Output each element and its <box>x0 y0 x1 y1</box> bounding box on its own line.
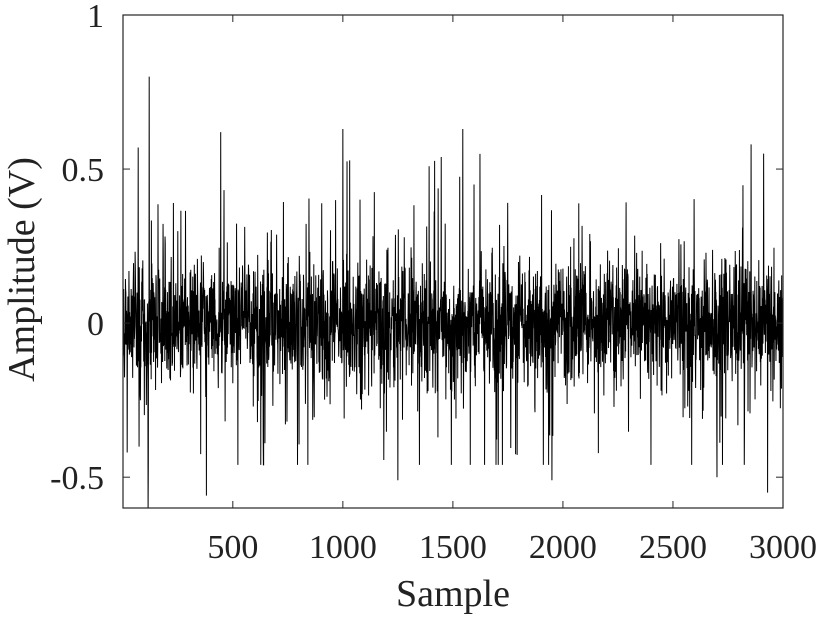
y-axis-label: Amplitude (V) <box>1 157 43 382</box>
x-tick-label: 1500 <box>419 529 487 566</box>
x-tick-label: 2500 <box>639 529 707 566</box>
y-tick-label: 0 <box>87 306 104 343</box>
x-axis-label: Sample <box>396 573 510 615</box>
x-tick-label: 3000 <box>749 529 817 566</box>
x-tick-label: 1000 <box>309 529 377 566</box>
y-tick-label: -0.5 <box>50 460 104 497</box>
x-tick-label: 2000 <box>529 529 597 566</box>
signal-series-line <box>123 76 783 508</box>
y-tick-label: 0.5 <box>62 152 105 189</box>
y-tick-label: 1 <box>87 0 104 35</box>
plot-area <box>123 76 783 508</box>
axes: 500 1000 1500 2000 2500 3000 -0.5 0 0.5 1 <box>50 0 817 566</box>
x-tick-label: 500 <box>207 529 258 566</box>
